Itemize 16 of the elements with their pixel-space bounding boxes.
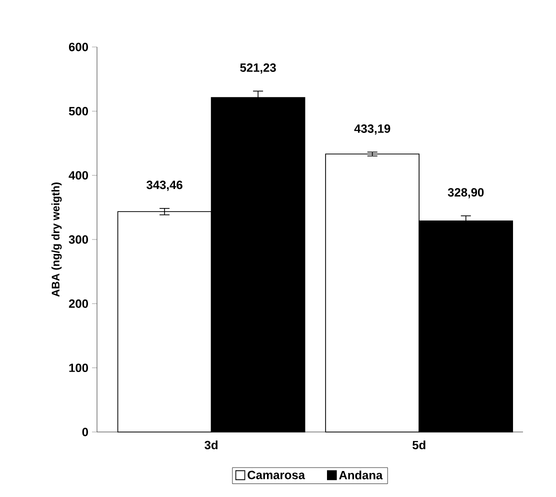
y-tick-label: 400 xyxy=(68,171,88,180)
data-label: 328,90 xyxy=(448,188,484,198)
legend-label: Andana xyxy=(339,470,383,480)
data-label: 433,19 xyxy=(354,124,390,135)
x-tick-label: 3d xyxy=(204,440,218,450)
y-tick-label: 600 xyxy=(68,42,88,52)
data-label: 343,46 xyxy=(146,180,182,191)
y-tick-label: 100 xyxy=(69,364,88,372)
y-tick-label: 500 xyxy=(68,106,88,116)
y-tick-label: 0 xyxy=(82,428,88,436)
x-tick-label: 5d xyxy=(412,440,426,450)
y-tick-label: 300 xyxy=(68,235,88,244)
legend-label: Camarosa xyxy=(248,470,306,480)
y-axis-title: ABA (ng/g dry weigth) xyxy=(51,182,62,297)
y-tick-label: 200 xyxy=(68,299,88,308)
data-label: 521,23 xyxy=(240,63,276,74)
